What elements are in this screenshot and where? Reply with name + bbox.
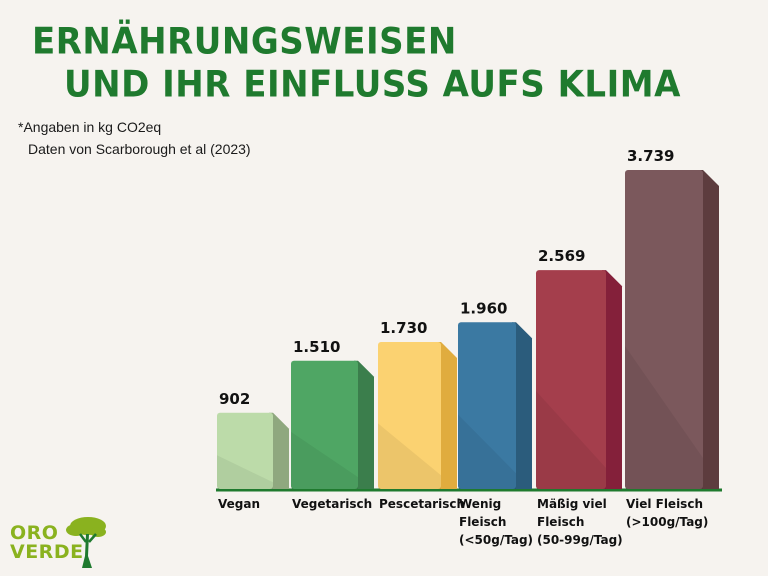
data-label: 902 bbox=[219, 390, 250, 408]
data-label: 3.739 bbox=[627, 147, 674, 165]
bar-side bbox=[512, 322, 532, 489]
category-label: Vegetarisch bbox=[292, 497, 372, 511]
category-label: Mäßig viel Fleisch (50-99g/Tag) bbox=[537, 497, 623, 547]
bar-side bbox=[699, 170, 719, 489]
bar-shadow bbox=[536, 391, 606, 489]
data-label: 1.510 bbox=[293, 338, 340, 356]
data-label: 1.730 bbox=[380, 319, 427, 337]
bar-side bbox=[269, 412, 289, 489]
bar-side bbox=[354, 360, 374, 489]
category-label: Viel Fleisch (>100g/Tag) bbox=[626, 497, 708, 529]
logo-text-line-1: ORO bbox=[10, 522, 59, 544]
bar-group bbox=[625, 170, 719, 489]
category-label: Wenig Fleisch (<50g/Tag) bbox=[459, 497, 533, 547]
category-label: Vegan bbox=[218, 497, 260, 511]
bar-shadow bbox=[625, 346, 703, 489]
tree-logo-icon bbox=[66, 517, 106, 568]
bar-shadow bbox=[458, 414, 516, 489]
bar-group bbox=[217, 412, 289, 489]
bar-group bbox=[458, 322, 532, 489]
bar-group bbox=[291, 360, 374, 489]
bar-shadow bbox=[291, 431, 358, 489]
source-citation: Daten von Scarborough et al (2023) bbox=[28, 141, 251, 157]
bar-side bbox=[602, 270, 622, 489]
bar bbox=[291, 360, 358, 489]
bar-side bbox=[437, 341, 457, 489]
bar bbox=[217, 412, 273, 489]
data-label: 2.569 bbox=[538, 247, 585, 265]
data-label: 1.960 bbox=[460, 299, 507, 317]
category-label: Pescetarisch bbox=[379, 497, 465, 511]
unit-note: *Angaben in kg CO2eq bbox=[18, 119, 162, 135]
bar bbox=[458, 322, 516, 489]
bar-shadow bbox=[217, 455, 273, 489]
source-note: *Angaben in kg CO2eq Daten von Scarborou… bbox=[18, 116, 251, 160]
bar-group bbox=[536, 270, 622, 489]
title-line-1: ERNÄHRUNGSWEISEN bbox=[32, 20, 457, 64]
bar bbox=[625, 170, 703, 489]
bar bbox=[536, 270, 606, 489]
bar-group bbox=[378, 341, 457, 489]
chart-title: ERNÄHRUNGSWEISEN UND IHR EINFLUSS AUFS K… bbox=[32, 20, 681, 106]
title-line-2: UND IHR EINFLUSS AUFS KLIMA bbox=[64, 63, 681, 107]
logo-text-line-2: VERDE bbox=[10, 541, 84, 563]
bar-shadow bbox=[378, 423, 441, 489]
bar bbox=[378, 341, 441, 489]
